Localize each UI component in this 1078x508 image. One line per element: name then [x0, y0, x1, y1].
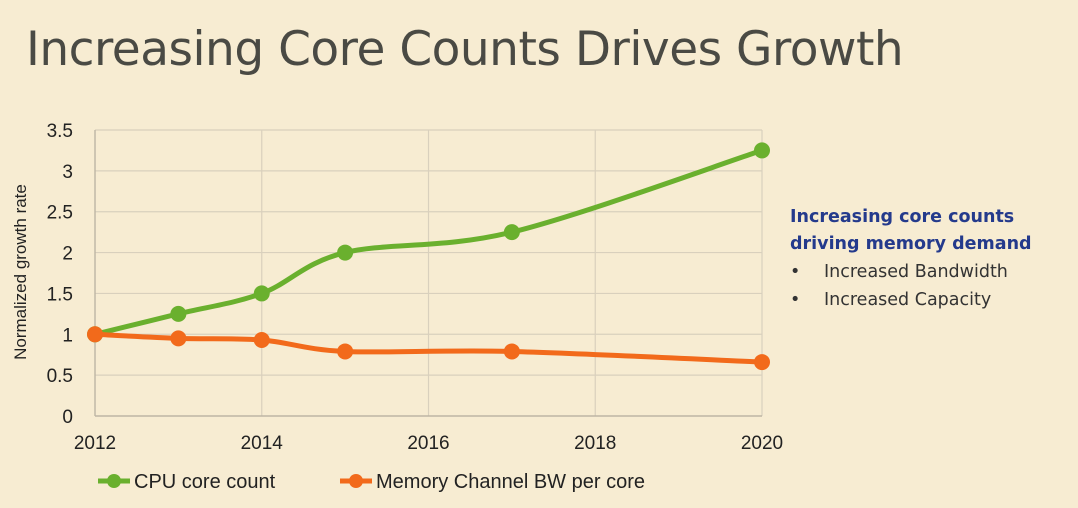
x-tick-label: 2012: [74, 433, 116, 454]
y-tick-label: 3: [62, 162, 73, 183]
data-point: [253, 285, 270, 302]
callout-bullet-text: Increased Bandwidth: [824, 262, 1008, 282]
series-memory-channel-bw-per-core: [87, 326, 770, 371]
y-tick-label: 2.5: [47, 203, 73, 224]
y-tick-labels: 0 0.5 1 1.5 2 2.5 3 3.5: [47, 121, 73, 428]
data-point: [503, 343, 520, 360]
x-tick-labels: 2012 2014 2016 2018 2020: [74, 433, 783, 454]
legend-swatch-marker: [349, 474, 363, 488]
legend-swatch-marker: [107, 474, 121, 488]
data-point: [170, 330, 187, 347]
chart-legend: CPU core count Memory Channel BW per core: [98, 471, 645, 493]
data-point: [337, 343, 354, 360]
data-point: [337, 244, 354, 261]
chart-axes: [94, 130, 762, 417]
legend-item: CPU core count: [98, 471, 276, 493]
y-tick-label: 2: [62, 244, 73, 265]
bullet-icon: •: [790, 290, 801, 310]
slide-title: Increasing Core Counts Drives Growth: [26, 22, 904, 77]
callout-box: Increasing core counts driving memory de…: [790, 204, 1032, 314]
data-point: [170, 305, 187, 322]
callout-heading-line-2: driving memory demand: [790, 234, 1032, 254]
y-tick-label: 0.5: [47, 366, 73, 387]
chart-grid: [95, 129, 763, 416]
data-point: [754, 354, 770, 371]
x-tick-label: 2014: [241, 433, 284, 454]
legend-item: Memory Channel BW per core: [340, 471, 645, 493]
data-point: [754, 142, 770, 159]
callout-heading-line-1: Increasing core counts: [790, 207, 1015, 227]
bullet-icon: •: [790, 262, 801, 282]
x-tick-label: 2016: [407, 433, 449, 454]
chart-series: [87, 142, 770, 371]
data-point: [503, 224, 520, 241]
callout-bullet-list: • Increased Bandwidth • Increased Capacity: [790, 258, 1032, 314]
x-tick-label: 2020: [741, 433, 783, 454]
legend-label: Memory Channel BW per core: [376, 471, 645, 493]
y-tick-label: 0: [62, 407, 73, 428]
callout-bullet-item: • Increased Capacity: [790, 286, 1032, 314]
y-tick-label: 1: [62, 325, 73, 346]
y-tick-label: 1.5: [47, 284, 73, 305]
data-point: [87, 326, 103, 343]
data-point: [253, 332, 270, 349]
y-tick-label: 3.5: [47, 121, 73, 142]
legend-label: CPU core count: [134, 471, 276, 493]
y-axis-label: Normalized growth rate: [11, 184, 30, 360]
callout-bullet-text: Increased Capacity: [824, 290, 992, 310]
x-tick-label: 2018: [574, 433, 616, 454]
callout-bullet-item: • Increased Bandwidth: [790, 258, 1032, 286]
